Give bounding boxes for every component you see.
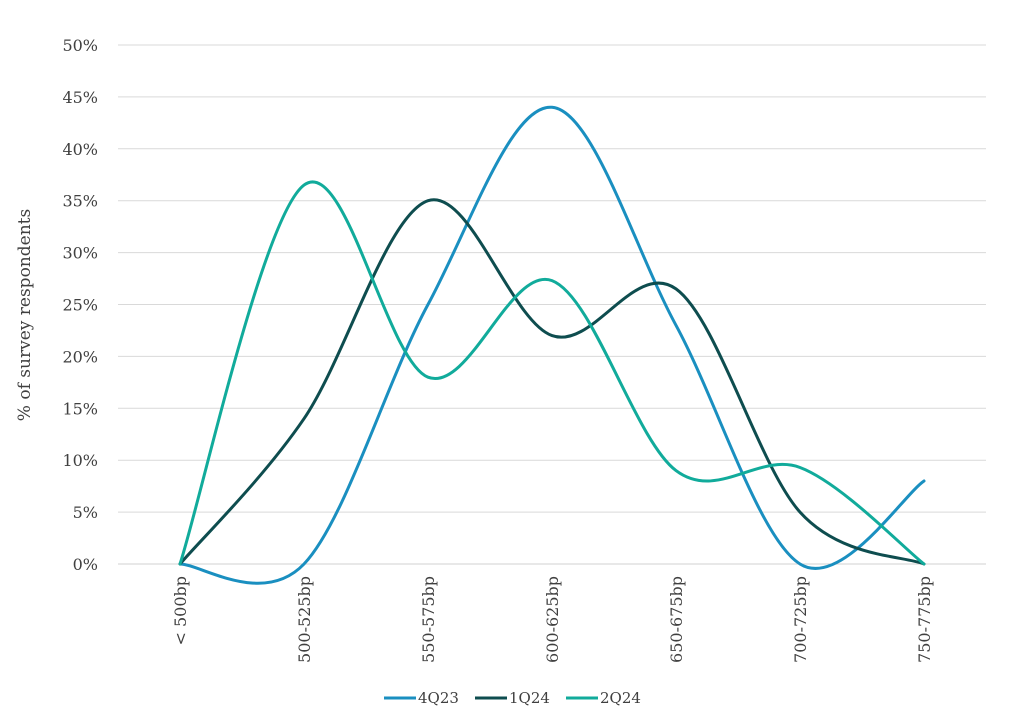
y-tick-label: 5% [73, 503, 98, 522]
legend-label: 4Q23 [418, 689, 459, 707]
legend-label: 1Q24 [509, 689, 550, 707]
y-tick-label: 50% [62, 36, 98, 55]
y-tick-label: 10% [62, 451, 98, 470]
x-tick-label: 650-675bp [667, 576, 686, 663]
series-line-1q24 [178, 198, 926, 566]
x-tick-label: 700-725bp [791, 576, 810, 663]
x-tick-label: 500-525bp [295, 576, 314, 663]
series-lines [178, 105, 926, 585]
series-line-2q24 [178, 180, 926, 566]
x-axis-ticks: < 500bp 500-525bp 550-575bp 600-625bp 650-67… [171, 576, 934, 663]
y-tick-label: 35% [62, 192, 98, 211]
x-tick-label: 600-625bp [543, 576, 562, 663]
gridlines [118, 44, 986, 565]
x-tick-label: 550-575bp [419, 576, 438, 663]
y-axis-title: % of survey respondents [15, 209, 35, 421]
y-tick-label: 15% [62, 399, 98, 418]
legend-label: 2Q24 [600, 689, 641, 707]
y-tick-label: 0% [73, 555, 98, 574]
y-tick-label: 30% [62, 244, 98, 263]
y-axis-ticks: 0% 5% 10% 15% 20% 25% 30% 35% 40% 45% 50% [62, 36, 98, 574]
y-tick-label: 20% [62, 347, 98, 366]
x-tick-label: < 500bp [171, 576, 190, 646]
legend: 4Q23 1Q24 2Q24 [384, 689, 641, 707]
series-line-4q23 [178, 105, 926, 585]
y-tick-label: 40% [62, 140, 98, 159]
y-tick-label: 25% [62, 296, 98, 315]
y-tick-label: 45% [62, 88, 98, 107]
x-tick-label: 750-775bp [915, 576, 934, 663]
